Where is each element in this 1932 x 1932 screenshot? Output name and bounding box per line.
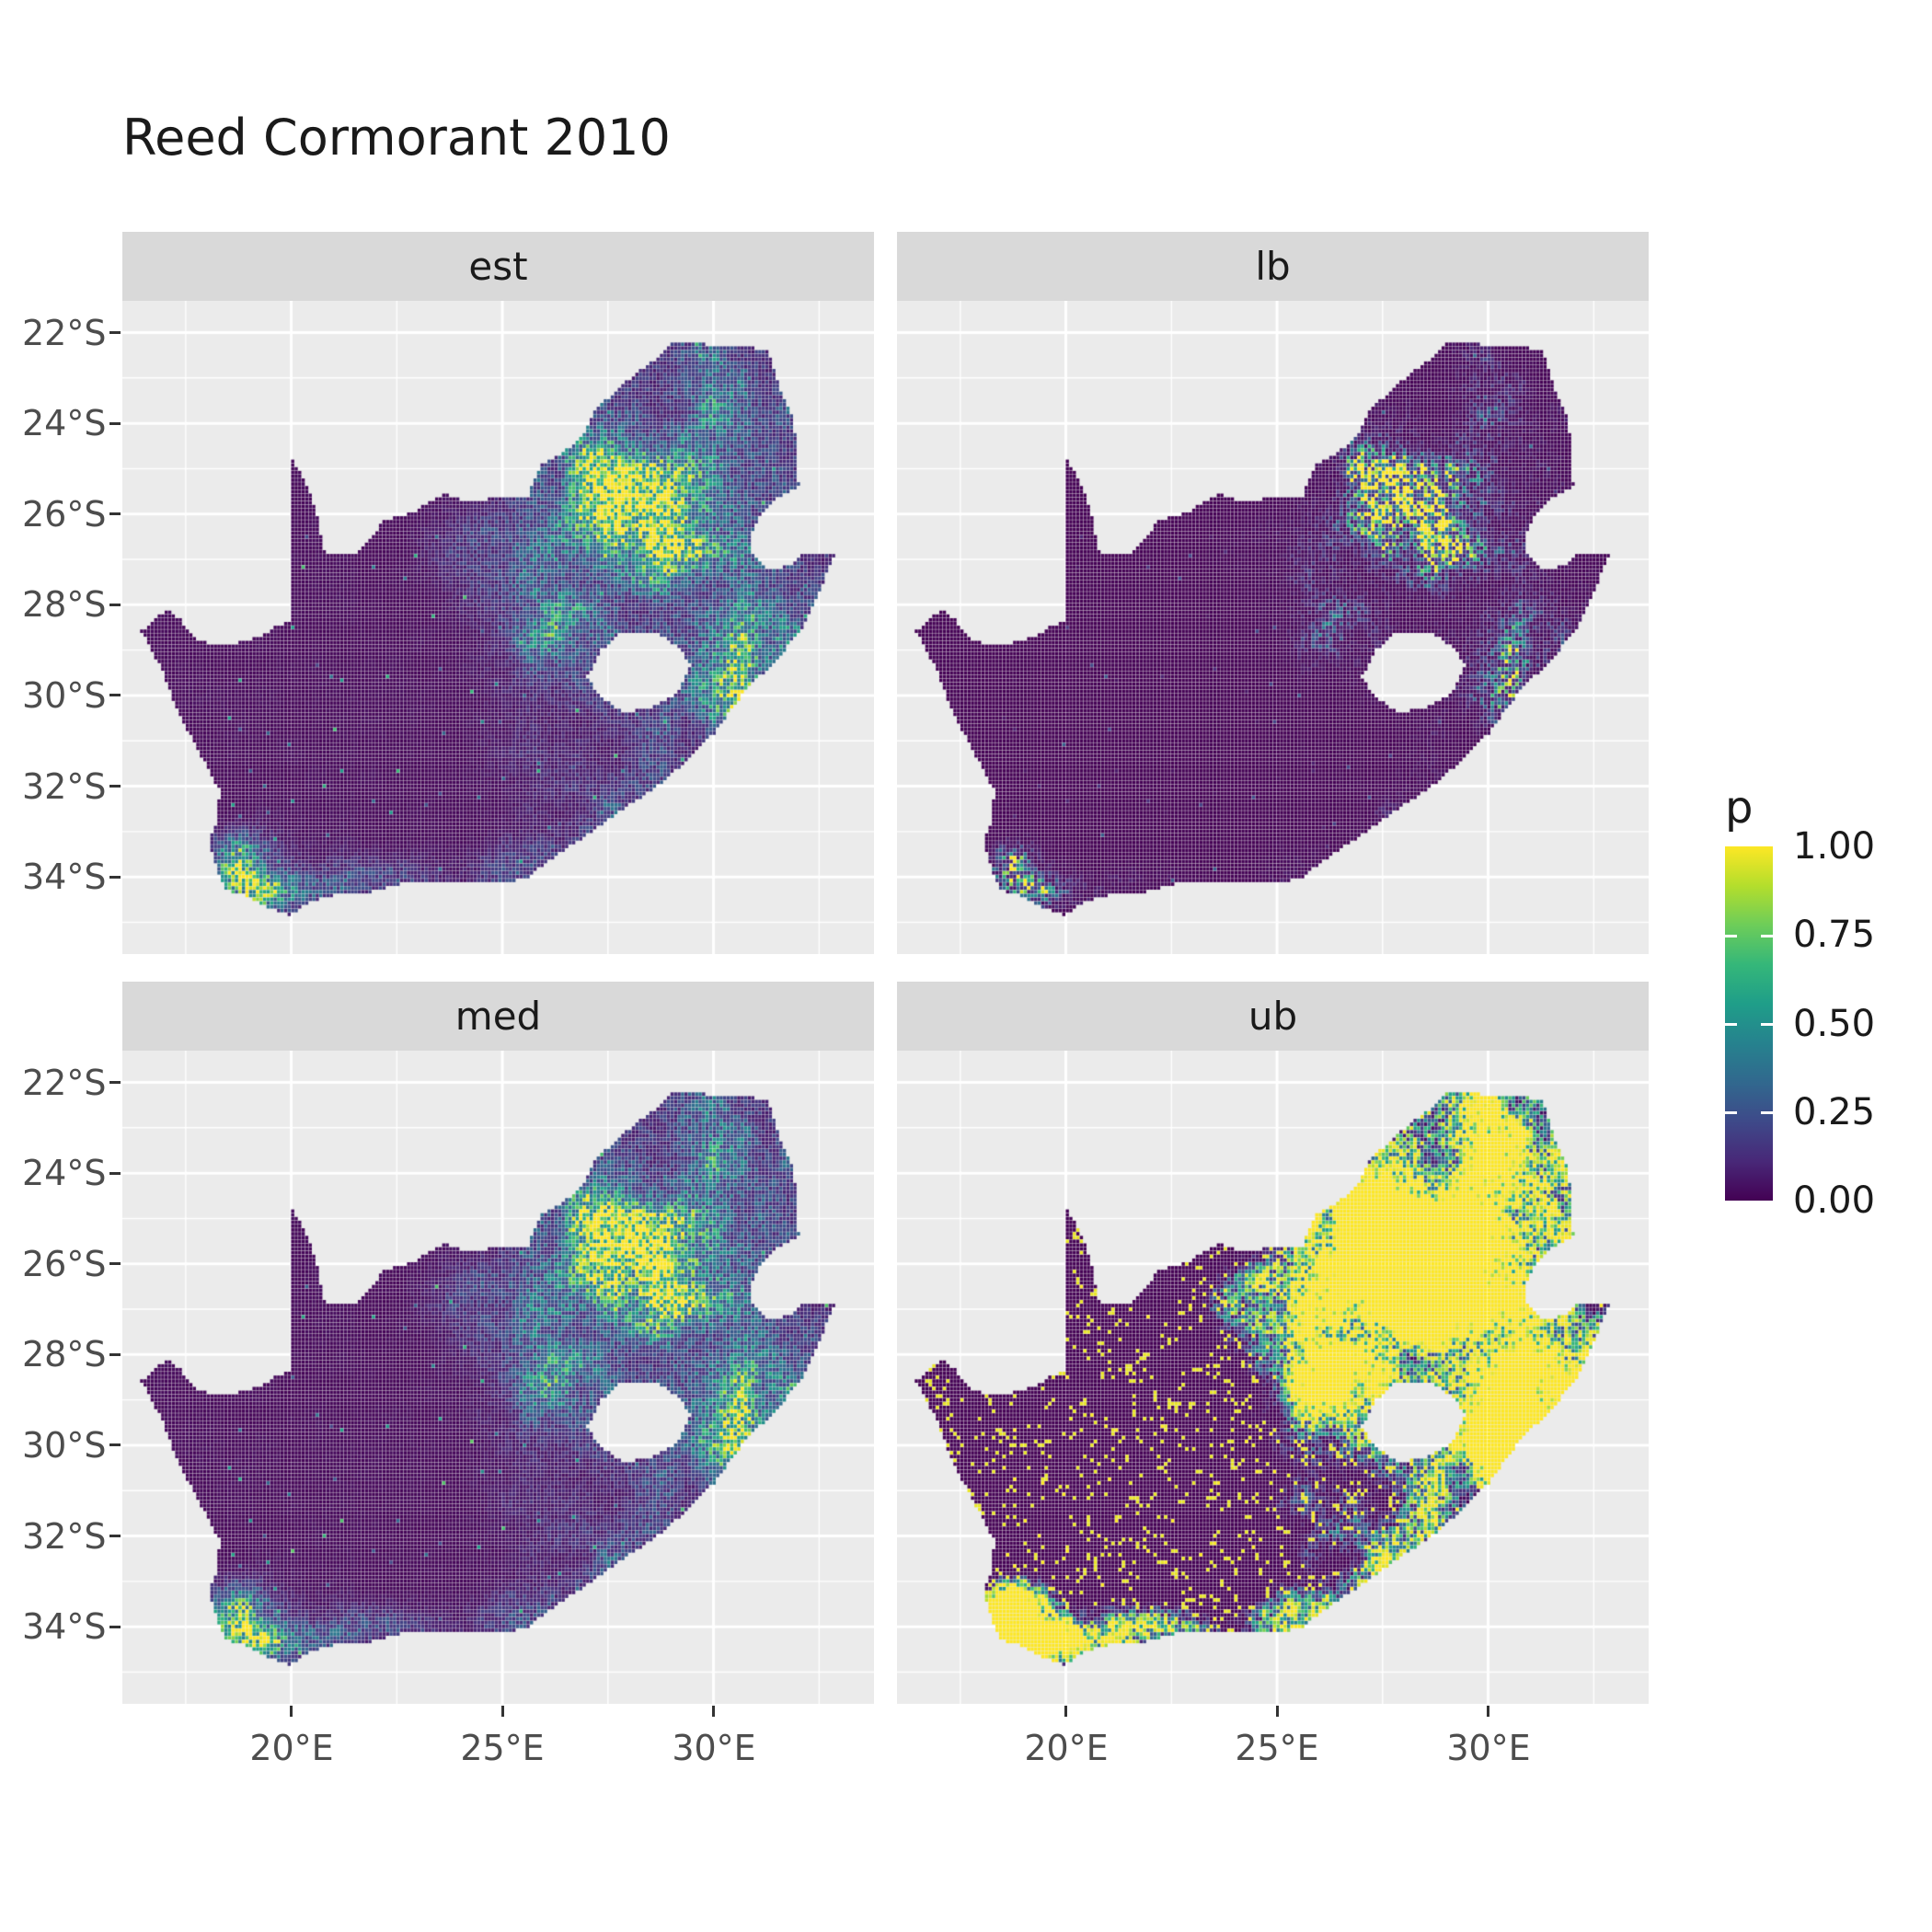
legend-tick-label: 0.75 [1793,914,1876,956]
y-tick-label: 22°S [22,1063,107,1103]
y-tick-mark [109,604,121,606]
x-tick-mark [290,1706,293,1717]
x-tick-label: 20°E [249,1728,334,1768]
chart-title: Reed Cormorant 2010 [122,109,671,167]
x-tick-mark [501,1706,504,1717]
y-tick-label: 28°S [22,1334,107,1374]
legend-colorbar-tick [1761,1111,1773,1114]
facet-strip-label: ub [1248,994,1298,1039]
y-tick-mark [109,1262,121,1265]
facet-strip-ub: ub [897,982,1649,1051]
y-tick-mark [109,694,121,696]
y-tick-label: 32°S [22,1516,107,1557]
x-tick-mark [1064,1706,1067,1717]
y-tick-mark [109,1535,121,1537]
y-tick-label: 30°S [22,1425,107,1466]
y-tick-mark [109,422,121,425]
y-tick-label: 28°S [22,584,107,625]
x-tick-mark [1276,1706,1279,1717]
y-tick-label: 32°S [22,766,107,807]
legend-tick-label: 0.50 [1793,1003,1876,1045]
legend-colorbar-tick [1761,1023,1773,1026]
legend-tick-label: 0.25 [1793,1091,1876,1133]
facet-strip-est: est [122,232,874,301]
y-tick-mark [109,1353,121,1356]
y-tick-label: 22°S [22,313,107,353]
legend-colorbar-tick [1725,1111,1737,1114]
legend-tick-label: 1.00 [1793,825,1876,868]
legend-colorbar-tick [1725,935,1737,937]
x-tick-label: 20°E [1024,1728,1109,1768]
y-tick-mark [109,785,121,788]
legend-tick-label: 0.00 [1793,1179,1876,1222]
y-tick-label: 30°S [22,675,107,716]
map-canvas-est [122,301,874,954]
y-tick-label: 24°S [22,403,107,443]
facet-strip-label: est [468,244,528,289]
facet-strip-label: med [454,994,542,1039]
x-tick-label: 30°E [1446,1728,1531,1768]
panel-ub [897,1051,1649,1704]
y-tick-label: 26°S [22,1244,107,1284]
x-tick-label: 30°E [672,1728,756,1768]
y-tick-mark [109,331,121,334]
legend-colorbar [1725,846,1773,1201]
x-tick-label: 25°E [460,1728,545,1768]
legend-colorbar-tick [1761,935,1773,937]
y-tick-mark [109,512,121,515]
facet-strip-label: lb [1255,244,1291,289]
panel-med [122,1051,874,1704]
panel-lb [897,301,1649,954]
facet-strip-med: med [122,982,874,1051]
legend-title: p [1725,782,1754,834]
map-canvas-ub [897,1051,1649,1704]
map-canvas-med [122,1051,874,1704]
facet-strip-lb: lb [897,232,1649,301]
y-tick-label: 24°S [22,1153,107,1193]
y-tick-label: 34°S [22,1606,107,1647]
y-tick-mark [109,1443,121,1446]
y-tick-mark [109,1081,121,1084]
x-tick-mark [712,1706,715,1717]
x-tick-label: 25°E [1235,1728,1319,1768]
y-tick-mark [109,876,121,879]
map-canvas-lb [897,301,1649,954]
x-tick-mark [1487,1706,1489,1717]
y-tick-label: 26°S [22,494,107,535]
y-tick-mark [109,1172,121,1175]
y-tick-label: 34°S [22,857,107,897]
legend-colorbar-tick [1725,1023,1737,1026]
panel-est [122,301,874,954]
y-tick-mark [109,1626,121,1628]
